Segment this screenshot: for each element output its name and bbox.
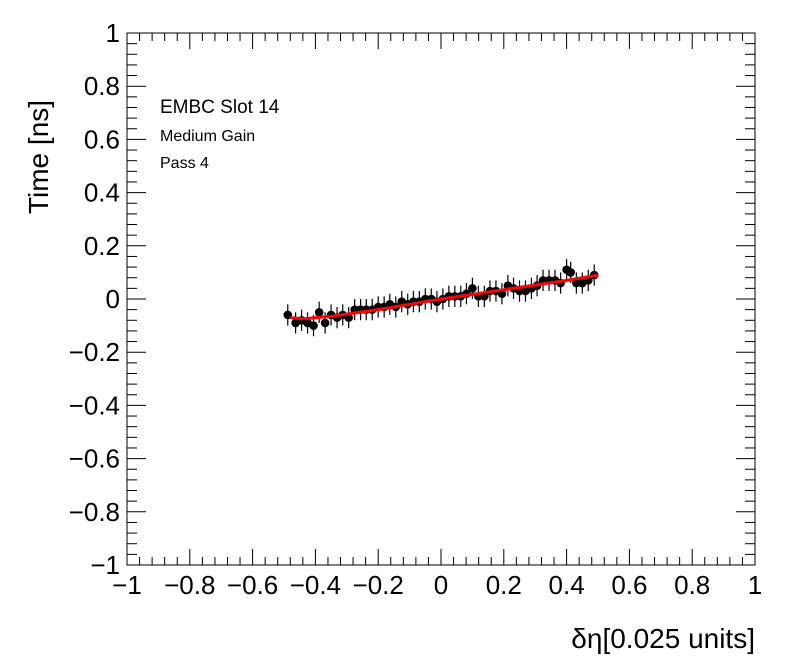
fit-line	[290, 273, 599, 321]
y-tick-label: −0.6	[69, 444, 120, 474]
annotation-gain: Medium Gain	[160, 128, 255, 145]
y-tick-label: 0.8	[84, 71, 120, 101]
x-tick-label: 0.2	[486, 570, 522, 600]
y-tick-label: −0.2	[69, 337, 120, 367]
marker	[468, 284, 477, 293]
data-point	[572, 272, 581, 294]
y-tick-label: 0.6	[84, 124, 120, 154]
marker	[309, 321, 318, 330]
x-tick-label: 0.8	[674, 570, 710, 600]
marker	[320, 318, 330, 328]
x-tick-labels: −1 −0.8 −0.6 −0.4 −0.2 0 0.2 0.4 0.6 0.8 1	[112, 570, 762, 600]
y-tick-label: 0.2	[84, 231, 120, 261]
annotation-pass: Pass 4	[160, 155, 209, 172]
x-tick-label: 0.6	[611, 570, 647, 600]
data-point	[303, 312, 312, 334]
y-tick-labels: −1 −0.8 −0.6 −0.4 −0.2 0 0.2 0.4 0.6 0.8 1	[69, 18, 120, 580]
x-tick-label: −0.4	[290, 570, 341, 600]
marker	[283, 310, 293, 320]
axis-ticks	[126, 32, 756, 566]
x-tick-label: −0.6	[227, 570, 278, 600]
data-point	[314, 301, 324, 323]
annotation-slot: EMBC Slot 14	[160, 97, 280, 118]
y-tick-label: 0.4	[84, 178, 120, 208]
y-tick-label: −1	[90, 550, 120, 580]
x-tick-label: −0.2	[353, 570, 404, 600]
x-tick-label: 0.4	[549, 570, 585, 600]
x-axis-title: δη[0.025 units]	[571, 623, 755, 654]
y-axis-title: Time [ns]	[23, 100, 54, 214]
x-tick-label: −1	[112, 570, 142, 600]
y-tick-label: −0.8	[69, 497, 120, 527]
marker	[566, 268, 575, 277]
marker	[572, 278, 581, 288]
y-tick-label: 1	[106, 18, 120, 48]
data-point	[521, 280, 530, 302]
x-tick-label: −0.8	[164, 570, 215, 600]
y-tick-label: 0	[106, 284, 120, 314]
x-tick-label: 0	[434, 570, 448, 600]
data-point	[283, 304, 293, 326]
marker	[314, 308, 324, 317]
y-tick-label: −0.4	[69, 390, 120, 420]
x-tick-label: 1	[748, 570, 762, 600]
